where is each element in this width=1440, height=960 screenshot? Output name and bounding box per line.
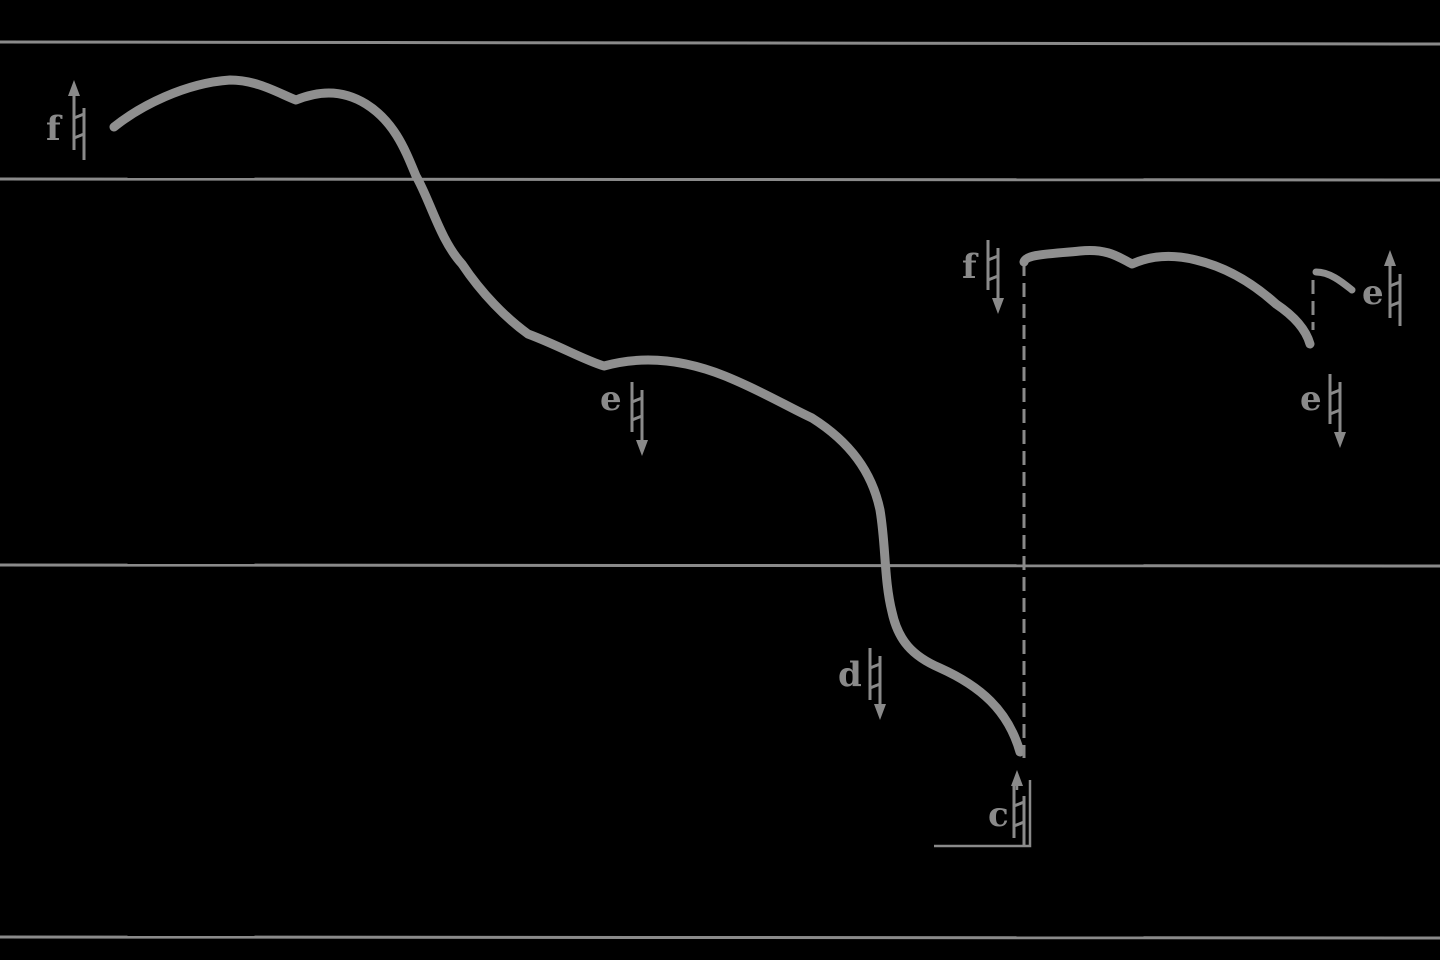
pitch-contour-tail xyxy=(1312,268,1356,294)
note-letter: e xyxy=(1362,273,1384,313)
reference-line-middle xyxy=(0,563,1440,568)
natural-sign-icon xyxy=(1012,786,1026,846)
arrow-up-icon xyxy=(68,80,80,100)
note-letter: c xyxy=(988,795,1009,835)
natural-sign-icon xyxy=(630,382,644,440)
note-letter: f xyxy=(962,247,979,287)
note-letter: e xyxy=(600,379,622,419)
pitch-contour-upper xyxy=(1019,245,1315,349)
arrow-down-icon xyxy=(636,420,648,456)
pitch-marker-f-down: f xyxy=(962,240,1004,314)
reference-line-top xyxy=(0,40,1440,46)
pitch-marker-d-down: d xyxy=(838,648,886,720)
natural-sign-icon xyxy=(1388,266,1402,326)
note-letter: d xyxy=(838,655,862,695)
bracket-c xyxy=(934,780,1032,848)
pitch-marker-f-up: f xyxy=(46,80,86,160)
pitch-marker-e-down-right: e xyxy=(1300,374,1346,448)
pitch-marker-c-up: c xyxy=(988,770,1026,846)
note-letter: f xyxy=(46,109,63,149)
natural-sign-icon xyxy=(72,96,86,160)
arrow-up-icon xyxy=(1384,250,1396,270)
natural-sign-icon xyxy=(986,240,1000,298)
arrow-down-icon xyxy=(992,280,1004,314)
natural-sign-icon xyxy=(1328,374,1342,432)
note-letter: e xyxy=(1300,379,1322,419)
arrow-down-icon xyxy=(1334,420,1346,448)
pitch-marker-e-up-right: e xyxy=(1362,250,1402,326)
pitch-contour-descending xyxy=(109,75,1025,757)
reference-line-bottom xyxy=(0,935,1440,940)
reference-line-upper xyxy=(0,177,1440,182)
pitch-marker-e-down: e xyxy=(600,379,648,456)
arrow-down-icon xyxy=(874,690,886,720)
arrow-up-icon xyxy=(1011,770,1023,790)
natural-sign-icon xyxy=(868,648,882,708)
